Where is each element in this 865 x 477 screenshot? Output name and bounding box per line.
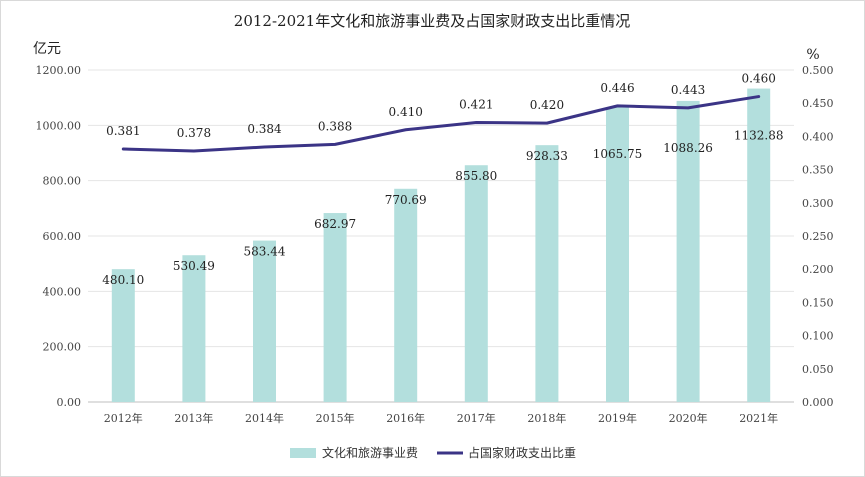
y-right-tick-label: 0.250 <box>802 230 834 243</box>
y-right-tick-label: 0.000 <box>802 396 834 409</box>
y-left-tick-label: 1000.00 <box>36 119 82 132</box>
y-left-tick-label: 400.00 <box>43 285 82 298</box>
x-tick-label: 2021年 <box>739 411 778 425</box>
line-value-label: 0.410 <box>389 105 423 119</box>
y-right-tick-label: 0.150 <box>802 296 834 309</box>
bar-value-label: 1065.75 <box>593 147 643 161</box>
x-tick-label: 2014年 <box>245 411 284 425</box>
line-value-label: 0.388 <box>318 119 352 133</box>
y-right-tick-label: 0.350 <box>802 164 834 177</box>
legend: 文化和旅游事业费 占国家财政支出比重 <box>290 445 576 460</box>
y-right-unit-label: % <box>806 47 819 63</box>
bar <box>253 240 276 402</box>
bar <box>394 188 418 402</box>
bar-value-label: 682.97 <box>314 217 356 231</box>
x-tick-label: 2016年 <box>386 411 425 425</box>
x-tick-label: 2015年 <box>316 411 355 425</box>
bar-value-label: 530.49 <box>173 259 215 273</box>
line-value-label: 0.381 <box>106 124 140 138</box>
legend-label-line: 占国家财政支出比重 <box>468 445 576 460</box>
series-line <box>121 95 761 153</box>
y-left-unit-label: 亿元 <box>33 41 61 57</box>
bar <box>606 107 629 402</box>
bar-value-label: 583.44 <box>244 245 286 259</box>
legend-label-bar: 文化和旅游事业费 <box>322 445 418 460</box>
chart-title: 2012-2021年文化和旅游事业费及占国家财政支出比重情况 <box>234 12 630 30</box>
line-value-label: 0.460 <box>742 72 776 86</box>
bar-value-label: 928.33 <box>526 149 568 163</box>
bar <box>323 213 347 402</box>
y-left-tick-label: 200.00 <box>43 341 82 354</box>
bar <box>182 255 206 402</box>
bar-value-label: 1132.88 <box>734 129 784 143</box>
line-value-label: 0.420 <box>530 98 564 112</box>
bar-series <box>111 88 771 402</box>
bar-value-label: 480.10 <box>102 273 144 287</box>
axes: 0.00 200.00 400.00 600.00 800.00 1000.00 1200.… <box>36 64 834 425</box>
y-right-tick-label: 0.050 <box>802 363 834 376</box>
line-value-label: 0.446 <box>600 81 634 95</box>
x-tick-label: 2020年 <box>669 411 708 425</box>
line-value-label: 0.378 <box>177 126 211 140</box>
x-tick-label: 2017年 <box>457 411 496 425</box>
bar <box>535 145 559 402</box>
bar-value-label: 1088.26 <box>663 141 713 155</box>
y-right-tick-label: 0.100 <box>802 330 834 343</box>
bar-value-label: 770.69 <box>385 193 427 207</box>
x-tick-label: 2013年 <box>174 411 213 425</box>
bar <box>747 88 771 402</box>
legend-swatch-bar <box>290 448 316 458</box>
x-tick-label: 2012年 <box>104 411 143 425</box>
x-tick-label: 2019年 <box>598 411 637 425</box>
line-series <box>121 95 761 153</box>
bar <box>111 269 135 402</box>
y-right-tick-label: 0.400 <box>802 130 834 143</box>
bar-value-label: 855.80 <box>455 169 497 183</box>
data-labels: 480.10 530.49 583.44 682.97 770.69 855.80 928.… <box>102 72 783 288</box>
y-left-tick-label: 0.00 <box>57 396 82 409</box>
y-right-tick-label: 0.500 <box>802 64 834 77</box>
line-value-label: 0.421 <box>459 97 493 111</box>
bar <box>676 100 700 402</box>
line-value-label: 0.384 <box>247 122 282 136</box>
bar <box>464 165 488 402</box>
y-left-tick-label: 1200.00 <box>36 64 82 77</box>
line-value-label: 0.443 <box>671 83 705 97</box>
x-tick-label: 2018年 <box>527 411 566 425</box>
y-right-tick-label: 0.300 <box>802 197 834 210</box>
y-left-tick-label: 800.00 <box>43 175 82 188</box>
y-left-tick-label: 600.00 <box>43 230 82 243</box>
y-right-tick-label: 0.200 <box>802 263 834 276</box>
y-right-tick-label: 0.450 <box>802 97 834 110</box>
